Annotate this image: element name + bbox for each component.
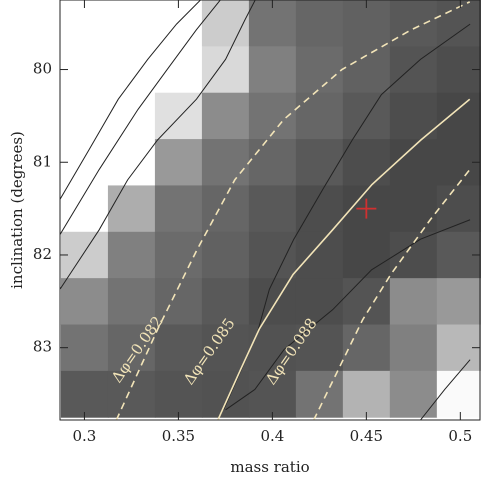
contour-line [60,0,221,235]
contour-line [60,0,256,290]
heatmap-cell [154,231,203,279]
heatmap-cell [389,278,438,326]
heatmap-cell [295,139,344,186]
heatmap-cell [342,324,391,372]
heatmap-cell [342,139,391,186]
y-tick-label: 83 [33,338,52,356]
heatmap-cell [154,139,203,186]
y-tick-label: 81 [33,152,52,170]
heatmap-cell [389,231,438,279]
x-tick-label: 0.35 [162,427,195,445]
heatmap-cell [107,324,156,372]
heatmap [60,0,481,418]
contour-line [60,0,202,200]
contour-line [225,219,471,411]
y-axis-label: inclination (degrees) [8,131,26,289]
x-tick-label: 0.3 [73,427,97,445]
heatmap-cell [295,46,344,94]
heatmap-cell [107,370,156,418]
heatmap-cell [248,370,297,418]
x-axis-label: mass ratio [230,458,309,476]
best-fit-marker [356,198,377,219]
heatmap-cell [436,185,481,233]
heatmap-cell [201,0,250,47]
heatmap-cell [436,278,481,326]
x-tick-label: 0.5 [448,427,472,445]
heatmap-cell [342,278,391,326]
heatmap-cell [295,0,344,47]
heatmap-cell [436,92,481,140]
heatmap-cell [154,324,203,372]
contour-line [217,98,471,420]
heatmap-cell [201,231,250,279]
heatmap-cell [248,231,297,279]
heatmap-cell [389,92,438,140]
contour-line [313,169,471,420]
heatmap-cell [107,185,156,233]
heatmap-cell [201,46,250,94]
x-tick-label: 0.4 [260,427,284,445]
heatmap-cell [248,324,297,372]
heatmap-cell [60,231,109,279]
heatmap-cell [295,324,344,372]
heatmap-cell [389,324,438,372]
heatmap-cell [295,92,344,140]
heatmap-cell [389,0,438,47]
contour-line [115,1,471,420]
plot-frame [59,0,481,421]
heatmap-cell [107,46,156,94]
heatmap-cell [107,231,156,279]
heatmap-cell [436,370,481,418]
heatmap-cell [107,139,156,186]
heatmap-cell [201,185,250,233]
heatmap-cell [154,370,203,418]
heatmap-cell [201,278,250,326]
heatmap-cell [60,370,109,418]
heatmap-cell [60,278,109,326]
heatmap-cell [342,46,391,94]
heatmap-cell [60,46,109,94]
axes: 0.3 0.35 0.4 0.45 0.5 80 81 82 83 [33,0,481,445]
contour-line [223,23,471,411]
heatmap-cell [248,278,297,326]
heatmap-cell [295,231,344,279]
heatmap-cell [389,185,438,233]
heatmap-cell [295,278,344,326]
heatmap-cell [107,92,156,140]
heatmap-cell [201,370,250,418]
heatmap-cell [60,92,109,140]
heatmap-cell [342,92,391,140]
heatmap-cell [342,370,391,418]
heatmap-cell [107,0,156,47]
heatmap-cell [248,139,297,186]
heatmap-cell [295,185,344,233]
contour-line [420,359,471,420]
heatmap-cell [154,92,203,140]
heatmap-cell [389,370,438,418]
contours [60,0,471,420]
heatmap-cell [389,46,438,94]
heatmap-cell [201,92,250,140]
heatmap-cell [201,139,250,186]
x-tick-label: 0.45 [350,427,383,445]
heatmap-cell [295,370,344,418]
heatmap-cell [107,278,156,326]
y-tick-label: 80 [33,60,52,78]
heatmap-cell [248,46,297,94]
heatmap-cell [342,231,391,279]
y-tick-label: 82 [33,245,52,263]
heatmap-cell [201,324,250,372]
heatmap-cell [154,185,203,233]
heatmap-cell [60,324,109,372]
heatmap-cell [60,139,109,186]
heatmap-cell [248,185,297,233]
